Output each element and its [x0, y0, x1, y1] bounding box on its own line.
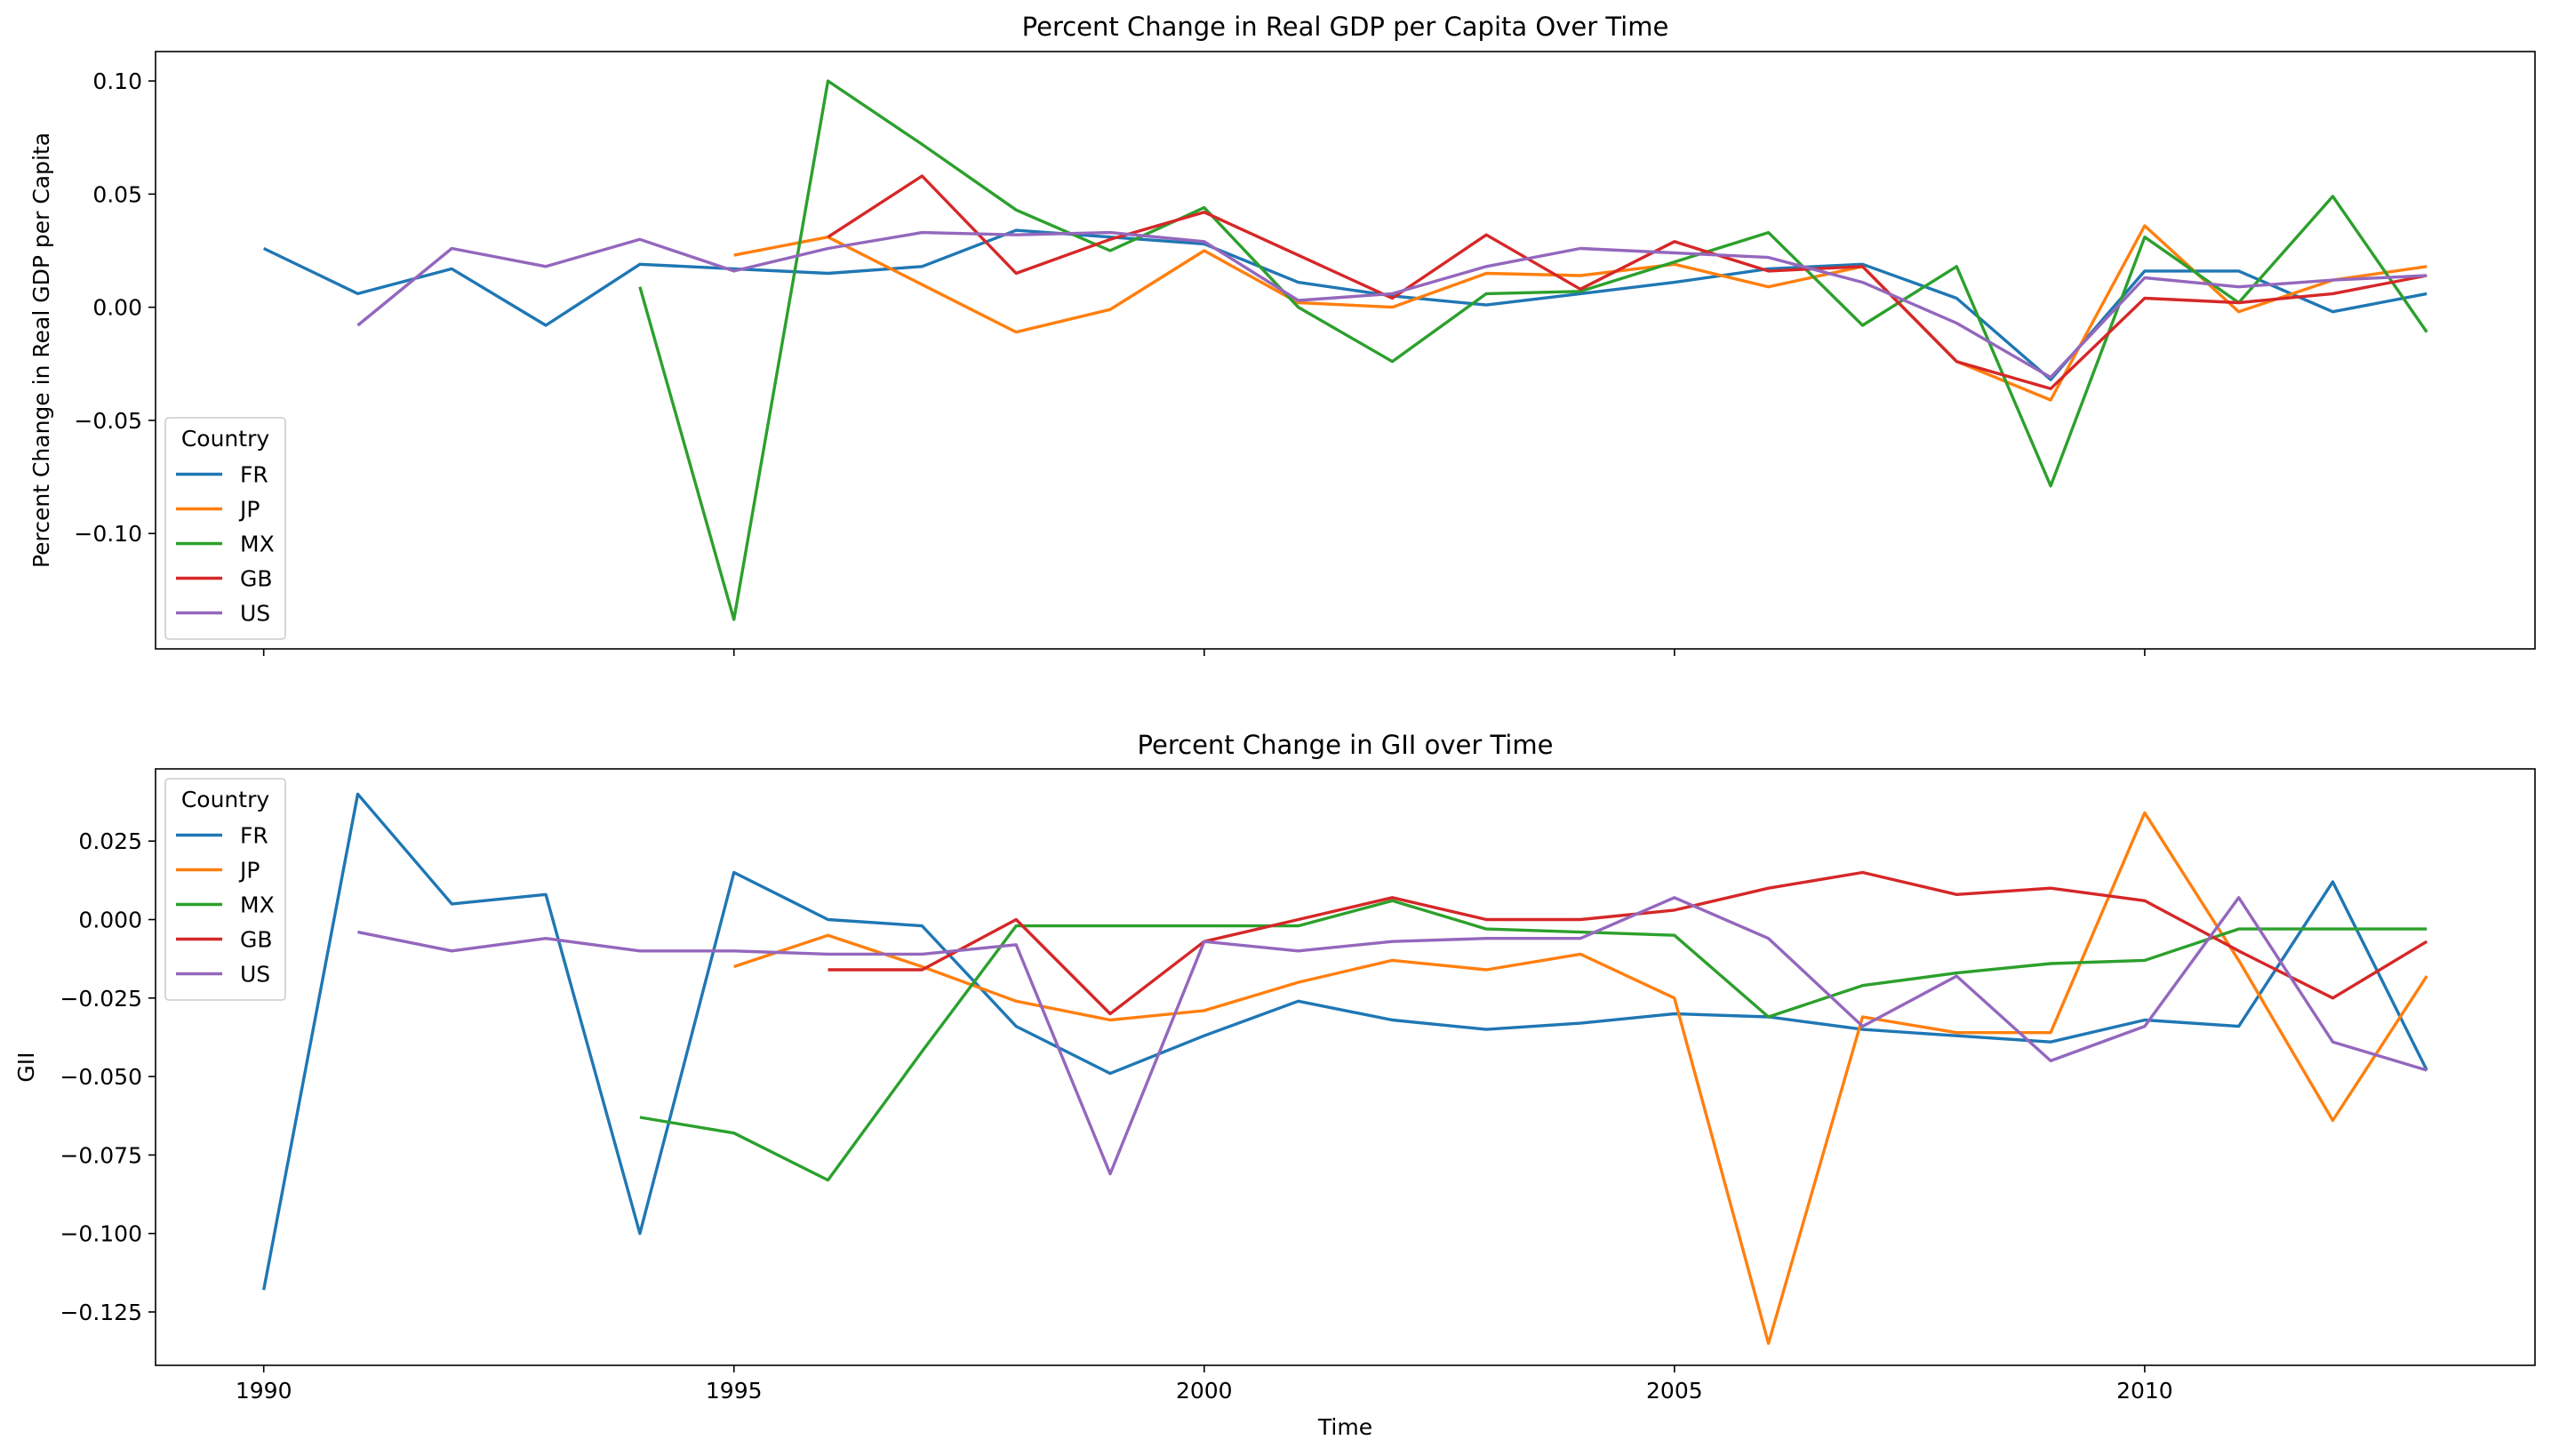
legend-label-us: US — [240, 962, 270, 988]
legend-label-mx: MX — [240, 532, 275, 557]
legend: Country FR JP MX GB US — [164, 778, 286, 1001]
plot-area-frame — [155, 768, 2536, 1366]
series-line-fr — [262, 792, 2428, 1291]
chart-title: Percent Change in Real GDP per Capita Ov… — [1022, 12, 1669, 42]
x-tick-label: 1990 — [236, 1378, 292, 1404]
x-tick-label: 2000 — [1176, 1378, 1233, 1404]
y-tick-label: −0.075 — [60, 1142, 142, 1168]
series-line-mx — [638, 79, 2428, 621]
legend-title: Country — [181, 787, 270, 812]
legend-label-jp: JP — [238, 497, 260, 523]
y-tick-label: −0.050 — [60, 1064, 142, 1090]
legend-label-fr: FR — [240, 823, 268, 849]
y-axis-label: GII — [13, 1052, 39, 1082]
y-tick-label: −0.125 — [60, 1300, 142, 1325]
y-tick-label: −0.025 — [60, 986, 142, 1012]
legend-title: Country — [181, 426, 270, 452]
series-line-gb — [827, 174, 2427, 390]
y-tick-label: −0.100 — [60, 1221, 142, 1247]
x-tick-label: 2010 — [2116, 1378, 2173, 1404]
y-tick-label: 0.10 — [92, 68, 142, 94]
legend-label-us: US — [240, 601, 270, 627]
y-tick-label: 0.025 — [78, 828, 142, 854]
legend-label-gb: GB — [240, 927, 273, 953]
plot-area-frame — [155, 51, 2536, 650]
y-tick-label: 0.000 — [78, 908, 142, 933]
y-tick-label: −0.05 — [74, 408, 142, 434]
y-tick-label: 0.05 — [92, 181, 142, 207]
legend-label-gb: GB — [240, 566, 273, 592]
x-axis-label: Time — [1317, 1414, 1372, 1440]
series-line-gb — [828, 870, 2428, 1016]
x-tick-label: 2005 — [1646, 1378, 1703, 1404]
series-line-jp — [733, 811, 2428, 1346]
chart-panel-2: Percent Change in GII over Time 0.025 0.00… — [13, 730, 2536, 1440]
x-tick-label: 1995 — [706, 1378, 763, 1404]
y-tick-label: 0.00 — [92, 295, 142, 321]
y-tick-label: −0.10 — [74, 521, 142, 547]
series-line-mx — [639, 899, 2427, 1182]
chart-panel-1: Percent Change in Real GDP per Capita Ov… — [28, 12, 2536, 656]
series-line-jp — [733, 224, 2427, 402]
legend: Country FR JP MX GB US — [164, 417, 286, 640]
series-line-us — [356, 230, 2427, 380]
legend-label-jp: JP — [238, 858, 260, 884]
legend-label-fr: FR — [240, 462, 268, 488]
chart-title: Percent Change in GII over Time — [1138, 730, 1554, 760]
y-axis-label: Percent Change in Real GDP per Capita — [28, 132, 54, 568]
series-line-us — [357, 896, 2427, 1176]
legend-label-mx: MX — [240, 892, 275, 918]
